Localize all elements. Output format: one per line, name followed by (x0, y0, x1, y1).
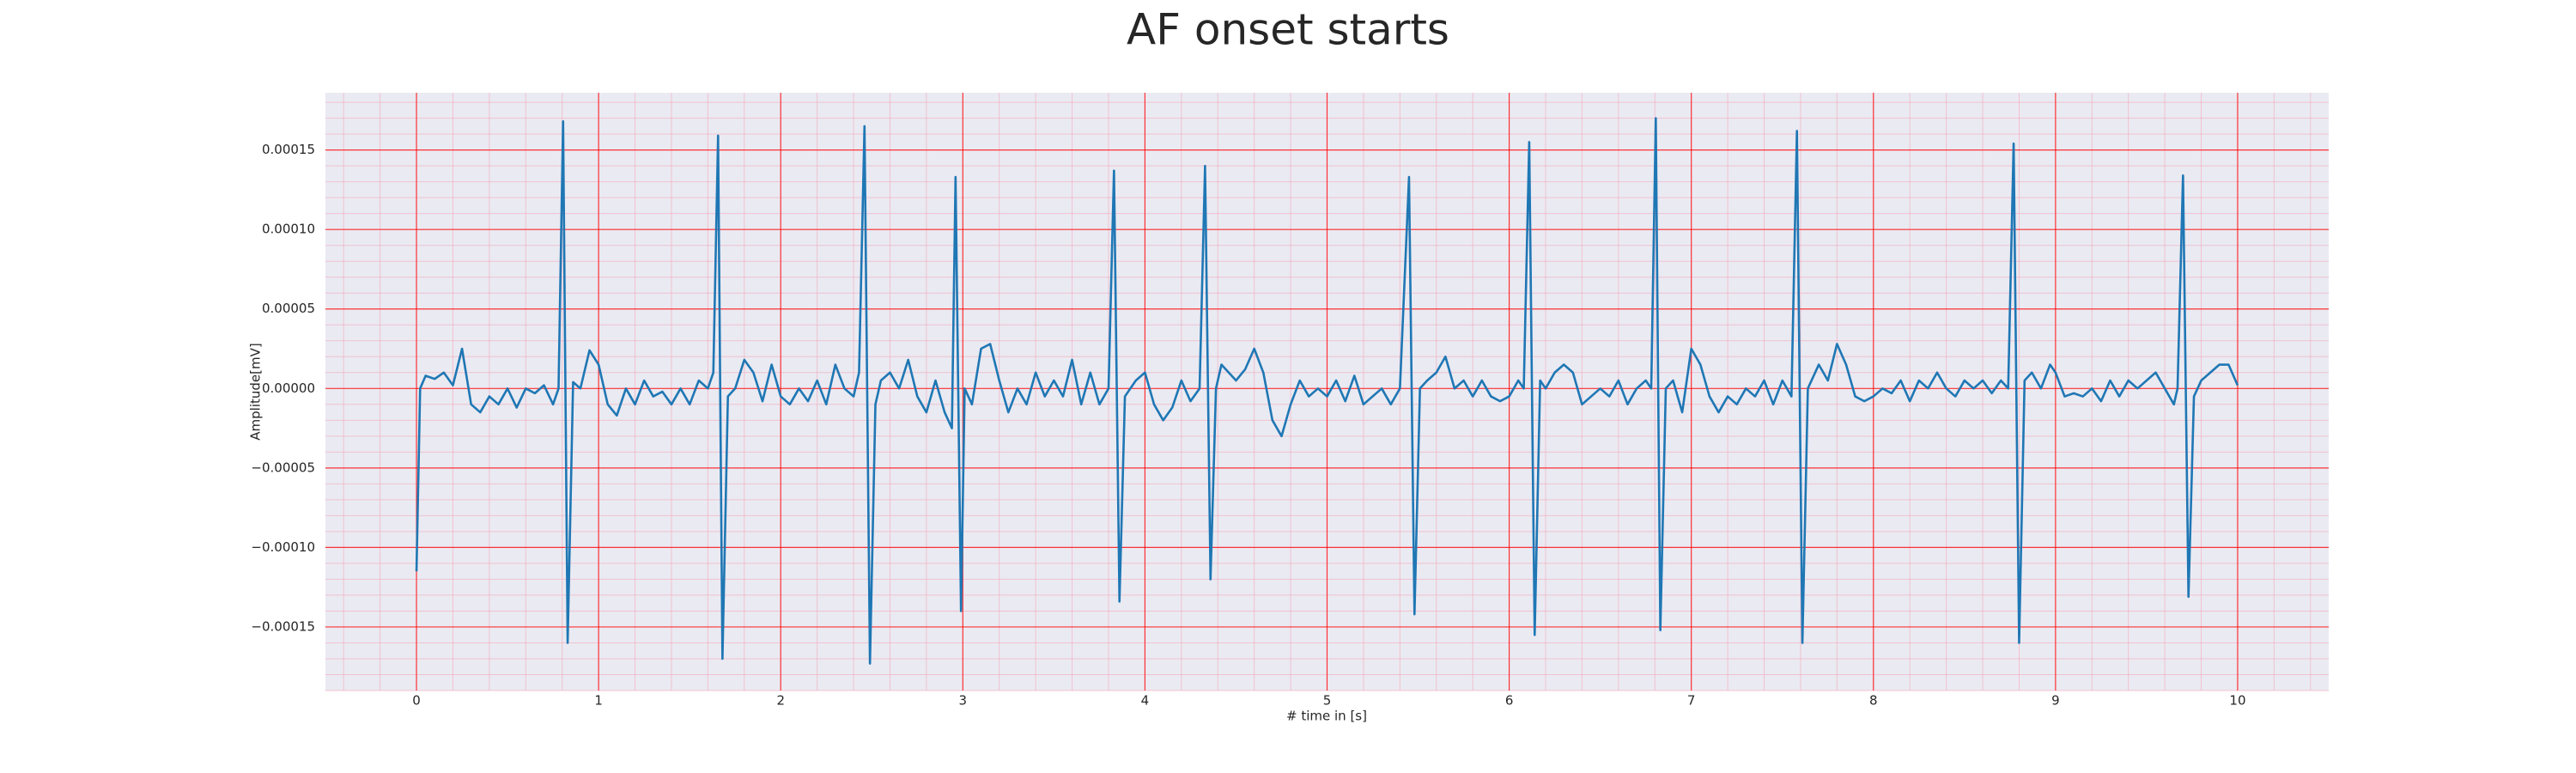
x-tick-label: 9 (2051, 693, 2060, 709)
x-tick-label: 0 (412, 693, 421, 709)
y-tick-label: 0.00000 (262, 380, 315, 396)
y-tick-label: −0.00010 (251, 539, 315, 555)
x-axis-label: # time in [s] (1286, 709, 1367, 724)
x-tick-label: 4 (1141, 693, 1150, 709)
y-tick-label: −0.00005 (251, 460, 315, 475)
x-tick-label: 5 (1323, 693, 1332, 709)
y-tick-label: 0.00005 (262, 301, 315, 316)
x-tick-label: 1 (594, 693, 603, 709)
y-tick-label: −0.00015 (251, 618, 315, 634)
chart-title: AF onset starts (1127, 5, 1449, 55)
grid (325, 93, 2329, 691)
labels: AF onset starts # time in [s] Amplitude[… (248, 5, 2246, 724)
ecg-line (415, 117, 2239, 665)
x-tick-label: 6 (1505, 693, 1514, 709)
x-tick-label: 8 (1869, 693, 1878, 709)
x-tick-label: 10 (2229, 693, 2245, 709)
y-tick-label: 0.00015 (262, 142, 315, 157)
y-axis-label: Amplitude[mV] (248, 343, 264, 440)
x-tick-label: 7 (1687, 693, 1696, 709)
x-tick-label: 3 (959, 693, 968, 709)
marks (415, 117, 2239, 665)
x-tick-label: 2 (776, 693, 785, 709)
y-tick-label: 0.00010 (262, 222, 315, 237)
